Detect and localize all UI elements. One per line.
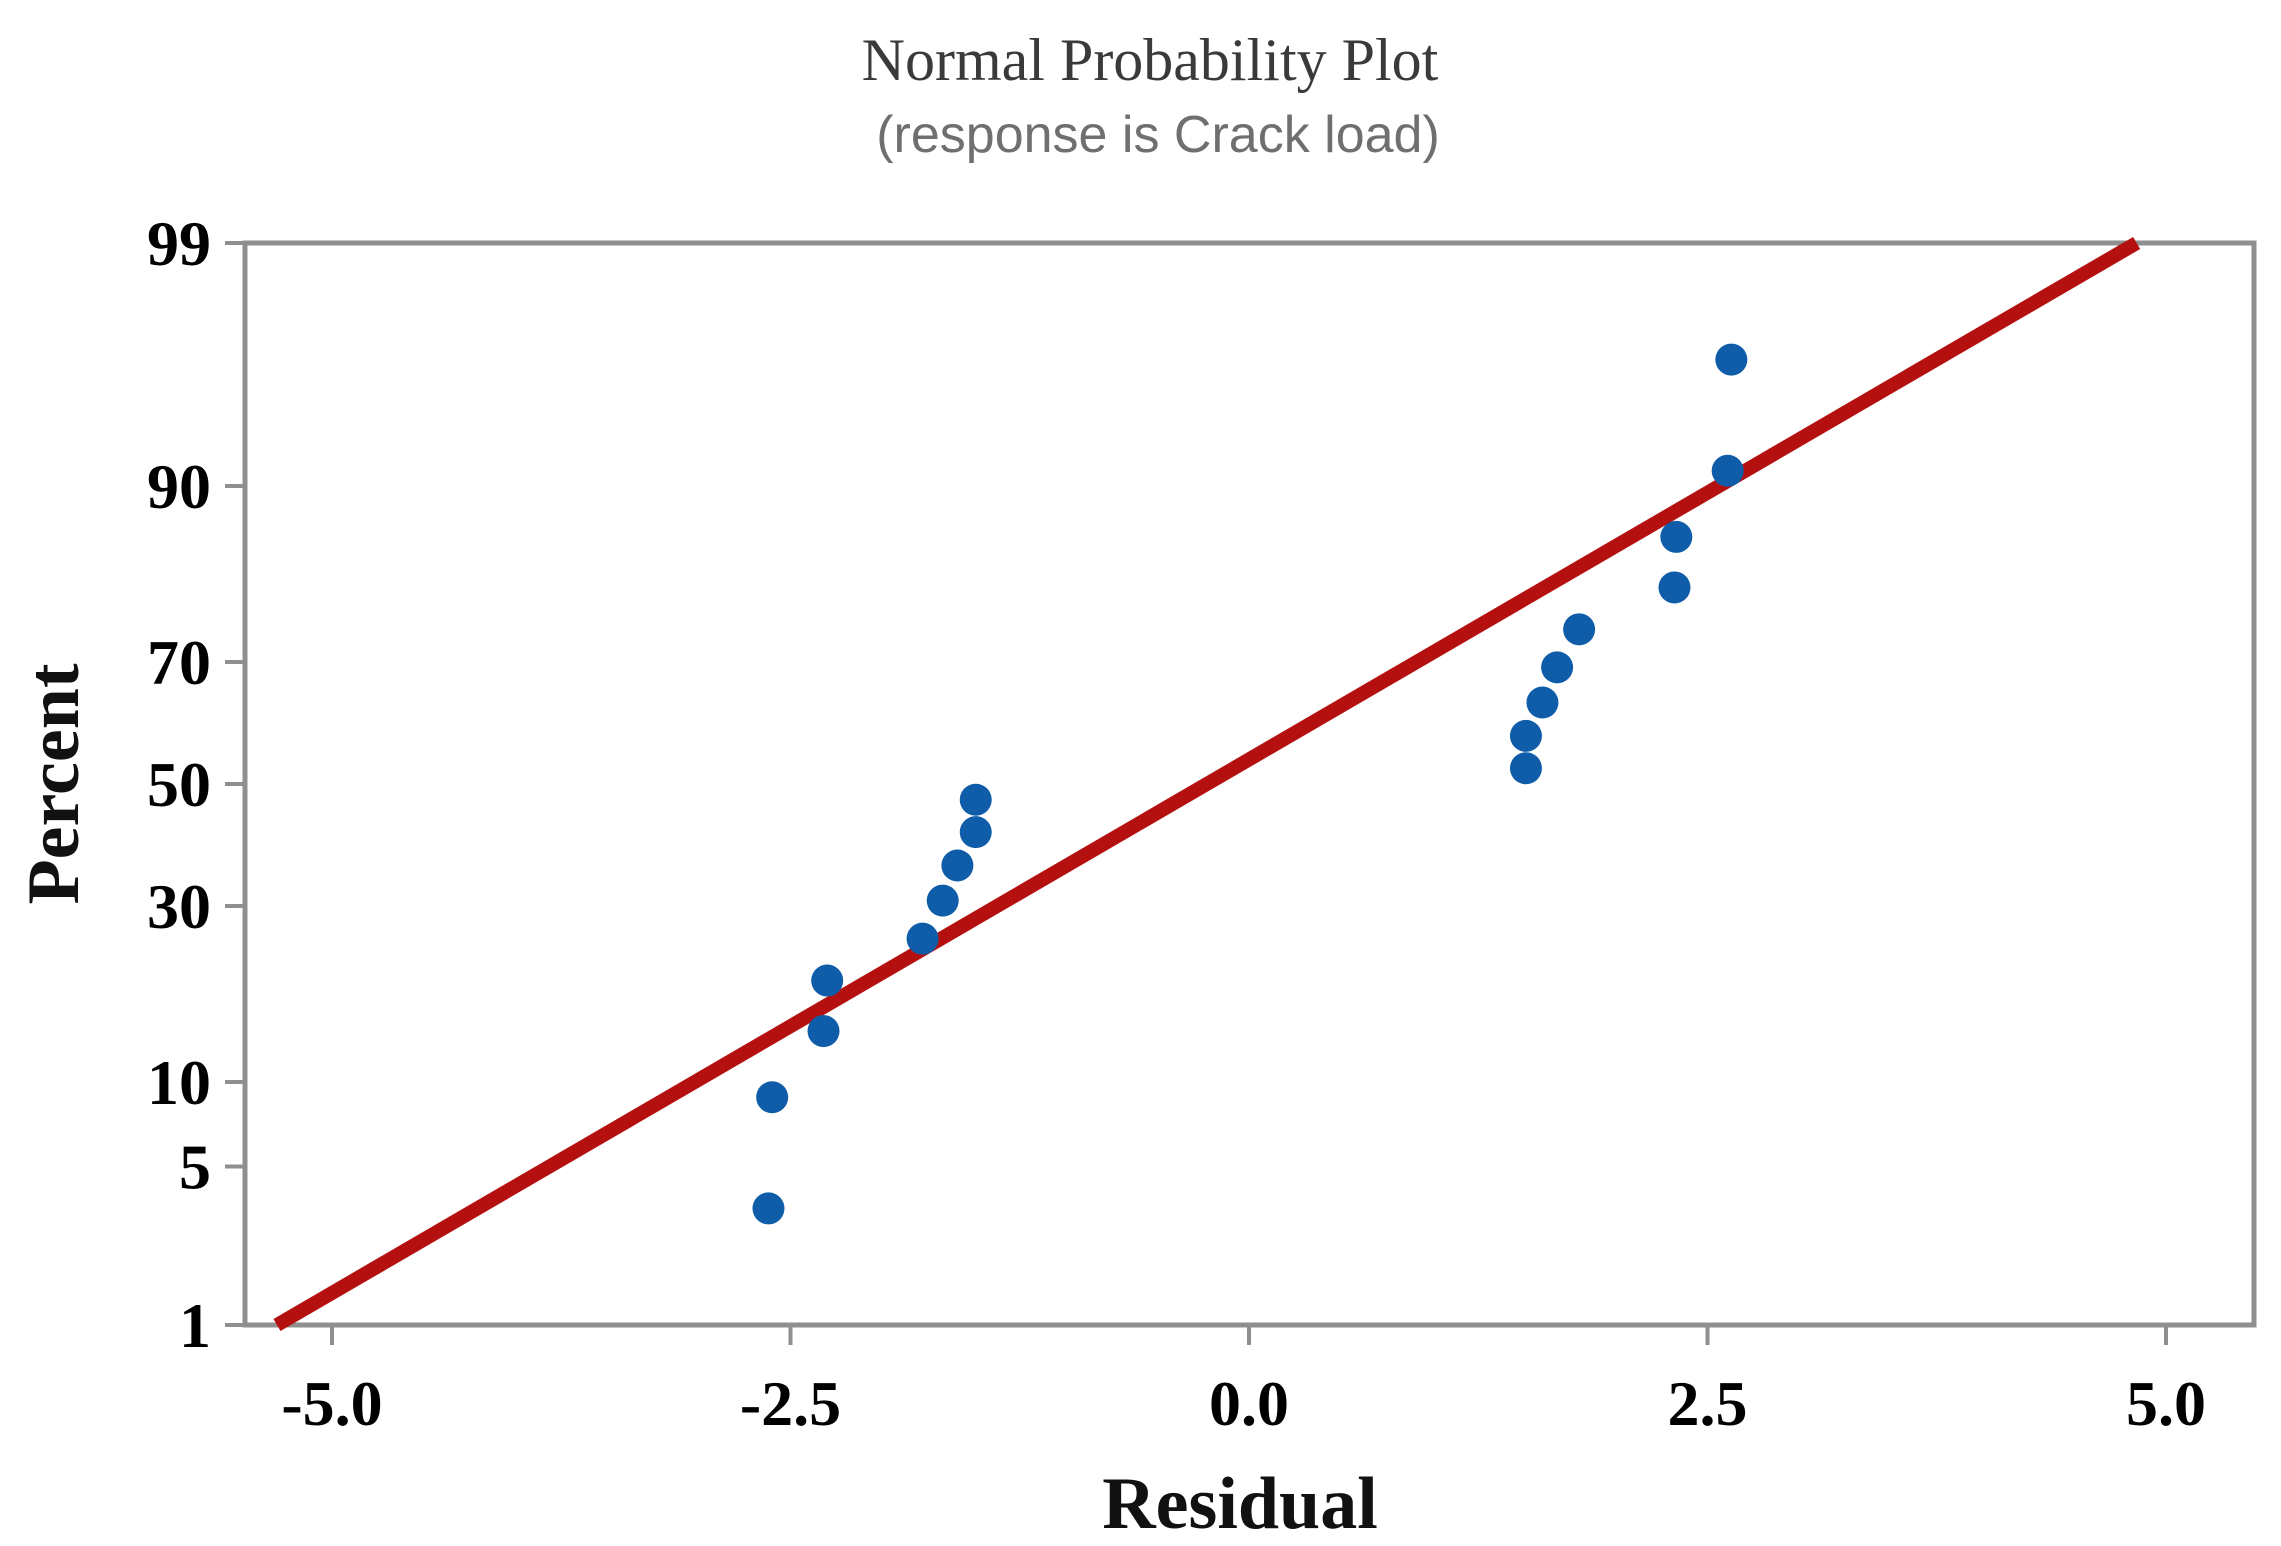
x-tick-label: 2.5 [1668,1368,1748,1439]
chart-title: Normal Probability Plot [862,27,1439,93]
data-point [1509,719,1542,752]
x-axis-title: Residual [1102,1463,1378,1545]
y-tick-label: 50 [147,749,211,820]
data-point [959,783,992,816]
fit-line [273,236,2141,1332]
data-point [1715,343,1748,376]
y-tick-label: 5 [179,1132,211,1203]
data-point [1526,686,1559,719]
y-tick-label: 1 [179,1290,211,1361]
x-tick-label: 5.0 [2126,1368,2206,1439]
data-point [1541,651,1574,684]
data-point [1711,454,1744,487]
data-point [1660,520,1693,553]
data-point [756,1081,789,1114]
data-point [811,964,844,997]
data-point [1658,571,1691,604]
y-tick-label: 10 [147,1047,211,1118]
data-point [906,922,939,955]
x-tick-label: -5.0 [281,1368,382,1439]
data-point [1509,752,1542,785]
data-point [926,884,959,917]
data-point [941,849,974,882]
plot-area: 99 90 70 50 30 10 5 1 -5.0 -2.5 0.0 2.5 5.0 [147,208,2257,1439]
data-point [1563,613,1596,646]
y-tick-label: 99 [147,208,211,279]
data-point [959,816,992,849]
x-tick-label: 0.0 [1209,1368,1289,1439]
chart-subtitle: (response is Crack load) [876,106,1440,164]
y-tick-label: 90 [147,451,211,522]
data-point [752,1192,785,1225]
y-axis-title: Percent [13,663,95,904]
data-point [807,1015,840,1048]
y-tick-label: 30 [147,871,211,942]
x-tick-label: -2.5 [740,1368,841,1439]
y-tick-label: 70 [147,627,211,698]
